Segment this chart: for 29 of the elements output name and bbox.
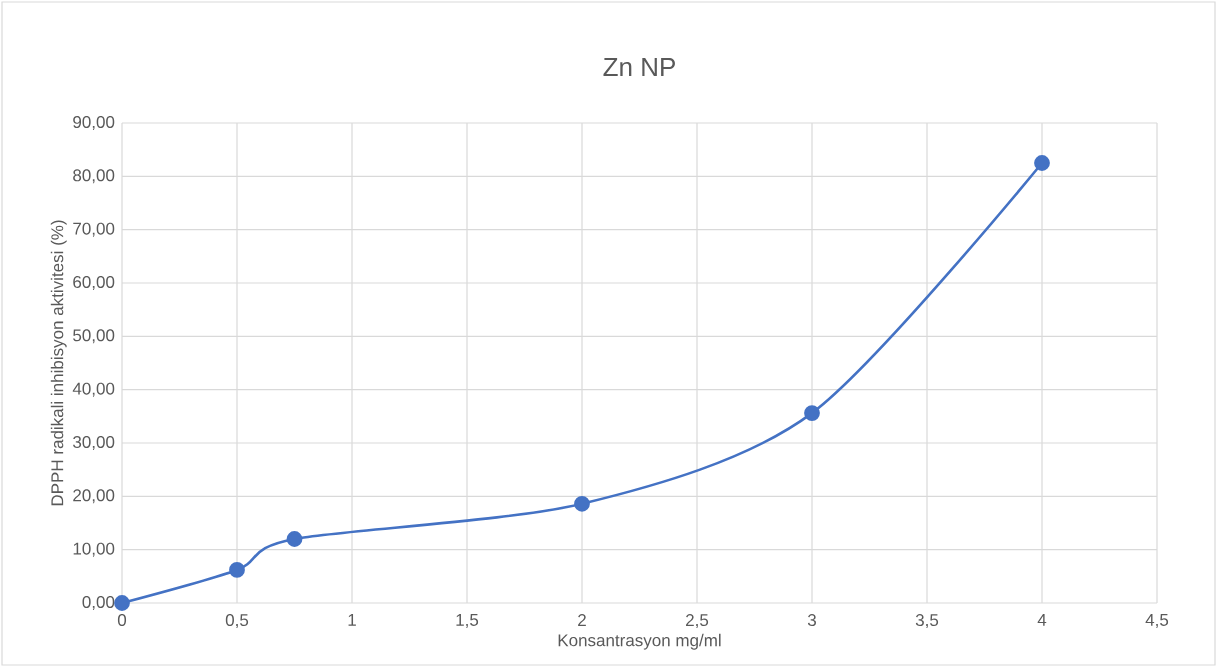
x-axis-title: Konsantrasyon mg/ml (558, 633, 721, 650)
y-tick-label: 80,00 (73, 169, 115, 184)
y-axis-title: DPPH radikali inhibisyon aktivitesi (%) (50, 220, 67, 506)
x-tick-label: 2 (578, 614, 586, 626)
y-tick-label: 30,00 (73, 435, 115, 450)
point (804, 405, 820, 422)
chart-title: Zn NP (603, 58, 675, 76)
y-tick-label: 70,00 (73, 222, 115, 237)
point (286, 531, 303, 547)
y-tick-label: 40,00 (72, 382, 115, 397)
x-tick-label: 0,5 (225, 614, 249, 629)
y-tick-label: 20,00 (73, 489, 115, 504)
y-tick-label: 60,00 (73, 275, 115, 290)
y-tick-label: 0,00 (82, 595, 115, 610)
x-tick-label: 4 (1037, 614, 1047, 626)
x-tick-label: 4,5 (1145, 614, 1169, 628)
point (114, 595, 130, 611)
point (1034, 155, 1050, 171)
x-tick-label: 0 (117, 614, 127, 627)
point (574, 495, 590, 512)
x-tick-label: 3,5 (915, 614, 939, 629)
x-tick-label: 3 (807, 614, 816, 627)
y-tick-label: 90,00 (73, 115, 115, 130)
point (229, 562, 245, 578)
x-tick-label: 2,5 (686, 614, 709, 629)
x-tick-label: 1 (348, 614, 356, 626)
x-tick-label: 1,5 (456, 614, 479, 628)
y-tick-label: 50,00 (73, 329, 115, 344)
y-tick-label: 10,00 (73, 542, 115, 557)
